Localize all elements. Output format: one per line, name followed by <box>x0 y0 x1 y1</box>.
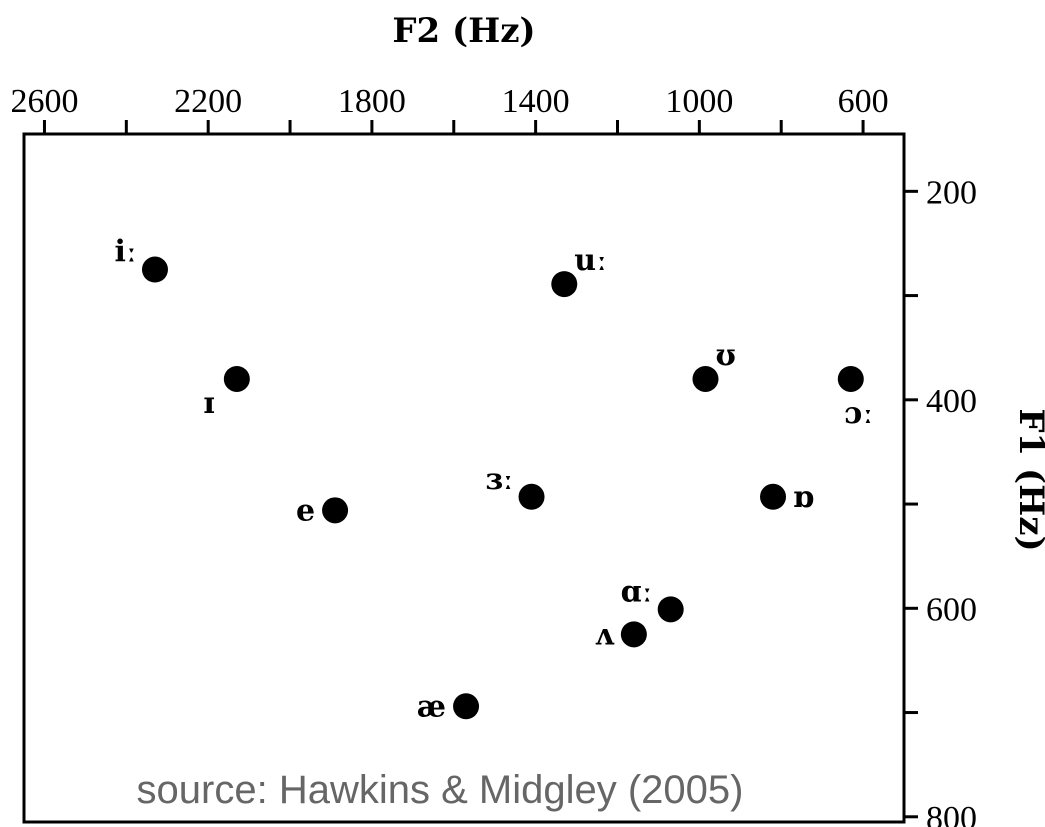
y-axis-ticks: 200 400 600 800 <box>904 174 977 827</box>
vowel-label: ɜː <box>486 462 514 497</box>
data-point <box>657 596 684 623</box>
vowel-label: ɒ <box>793 480 814 515</box>
x-axis-title: F2 (Hz) <box>392 11 535 51</box>
vowel-label: uː <box>574 243 607 278</box>
vowel-label: ʌ <box>595 617 615 652</box>
plot-frame <box>22 132 906 824</box>
x-tick-label: 2600 <box>10 83 78 120</box>
data-point <box>692 365 719 392</box>
data-point <box>518 483 545 510</box>
data-point <box>223 365 250 392</box>
y-tick-label: 200 <box>926 174 977 211</box>
y-tick-label: 400 <box>926 383 977 420</box>
vowel-label: ɑː <box>621 574 653 609</box>
x-tick-label: 2200 <box>174 83 242 120</box>
x-tick-label: 1800 <box>338 83 406 120</box>
vowel-label: ʊ <box>715 338 735 373</box>
data-point <box>837 365 864 392</box>
x-tick-label: 1400 <box>502 83 570 120</box>
data-point <box>141 256 168 283</box>
vowel-label: e <box>296 493 315 528</box>
data-point <box>453 693 480 720</box>
vowel-label: ɪ <box>203 386 214 421</box>
data-point <box>760 483 787 510</box>
vowel-label: ɔː <box>844 396 873 431</box>
y-tick-label: 800 <box>926 800 977 827</box>
vowel-label: iː <box>114 235 136 270</box>
data-point <box>551 271 578 298</box>
data-points: iː uː ɪ ʊ ɔː ɜː e ɒ ɑːʌ æ <box>114 235 873 725</box>
x-tick-label: 1000 <box>665 83 733 120</box>
y-tick-label: 600 <box>926 591 977 628</box>
y-axis-title: F1 (Hz) <box>1011 408 1045 551</box>
data-point <box>322 497 349 524</box>
x-tick-label: 600 <box>838 83 889 120</box>
data-point <box>620 621 647 648</box>
vowel-label: æ <box>417 689 446 724</box>
x-axis-ticks: 2600 2200 1800 1400 1000 600 <box>10 83 889 134</box>
source-annotation: source: Hawkins & Midgley (2005) <box>137 768 744 812</box>
